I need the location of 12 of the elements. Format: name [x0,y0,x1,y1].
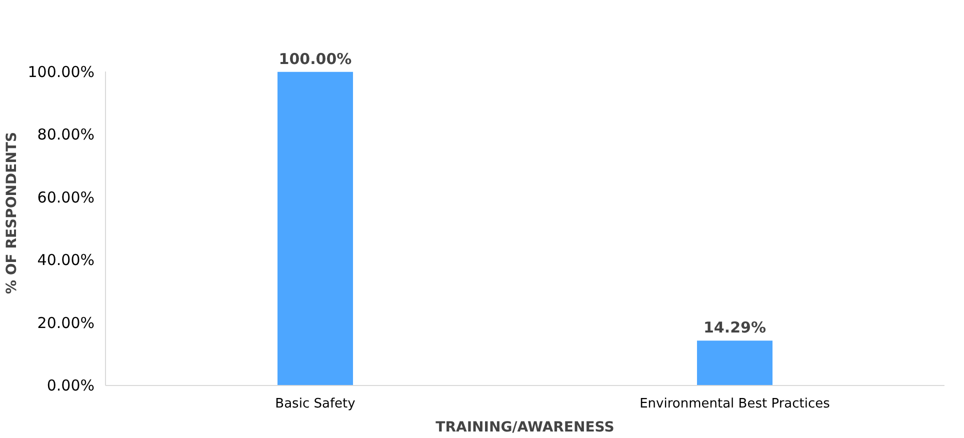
y-tick-label: 0.00% [46,376,95,394]
data-label: 14.29% [704,318,766,337]
y-tick-label: 40.00% [37,251,95,270]
x-tick-label: Basic Safety [275,396,356,412]
data-label: 100.00% [278,50,352,68]
y-tick-label: 100.00% [28,62,95,81]
y-axis-title: % OF RESPONDENTS [4,132,20,294]
y-tick-label: 60.00% [37,188,95,206]
x-tick-label: Environmental Best Practices [640,396,830,412]
x-axis-title: TRAINING/AWARENESS [436,420,614,436]
y-tick-label: 20.00% [37,314,95,332]
y-tick-label: 80.00% [37,126,95,144]
